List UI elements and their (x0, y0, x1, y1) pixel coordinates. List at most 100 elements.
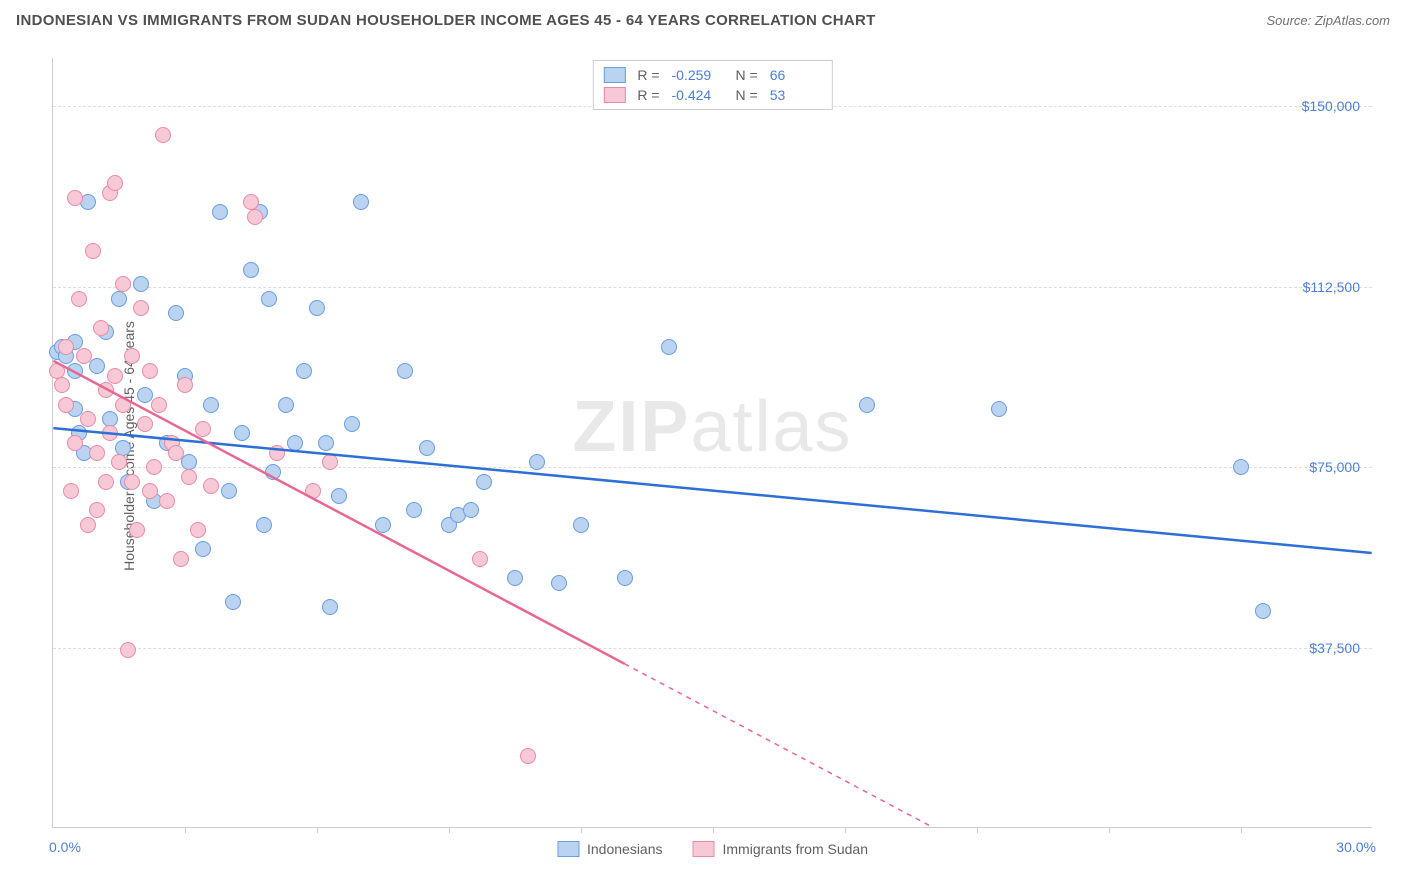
data-point (67, 190, 83, 206)
data-point (331, 488, 347, 504)
data-point (318, 435, 334, 451)
data-point (203, 478, 219, 494)
data-point (265, 464, 281, 480)
y-tick-label: $150,000 (1302, 98, 1360, 114)
data-point (1255, 603, 1271, 619)
regression-lines (53, 58, 1372, 827)
data-point (98, 382, 114, 398)
data-point (155, 127, 171, 143)
data-point (173, 551, 189, 567)
x-tick (977, 827, 978, 833)
data-point (573, 517, 589, 533)
data-point (529, 454, 545, 470)
data-point (111, 454, 127, 470)
watermark: ZIPatlas (572, 386, 852, 468)
y-tick-label: $75,000 (1309, 459, 1360, 475)
x-tick (185, 827, 186, 833)
data-point (58, 397, 74, 413)
regression-line (53, 361, 624, 664)
data-point (195, 421, 211, 437)
data-point (142, 363, 158, 379)
legend-stats: R = -0.259 N = 66 R = -0.424 N = 53 (592, 60, 832, 110)
data-point (67, 363, 83, 379)
data-point (142, 483, 158, 499)
data-point (551, 575, 567, 591)
data-point (243, 262, 259, 278)
data-point (1233, 459, 1249, 475)
x-tick (713, 827, 714, 833)
source-label: Source: ZipAtlas.com (1266, 13, 1390, 28)
y-tick-label: $37,500 (1309, 640, 1360, 656)
data-point (269, 445, 285, 461)
data-point (212, 204, 228, 220)
x-tick (581, 827, 582, 833)
data-point (661, 339, 677, 355)
data-point (419, 440, 435, 456)
data-point (124, 348, 140, 364)
gridline (53, 287, 1372, 288)
data-point (124, 474, 140, 490)
legend-stats-row-1: R = -0.424 N = 53 (603, 85, 821, 105)
data-point (190, 522, 206, 538)
data-point (151, 397, 167, 413)
data-point (98, 474, 114, 490)
data-point (617, 570, 633, 586)
swatch-series-1 (603, 87, 625, 103)
data-point (397, 363, 413, 379)
x-tick (317, 827, 318, 833)
gridline (53, 648, 1372, 649)
data-point (76, 348, 92, 364)
data-point (256, 517, 272, 533)
data-point (89, 445, 105, 461)
n-value-1: 53 (770, 87, 822, 103)
data-point (476, 474, 492, 490)
data-point (115, 397, 131, 413)
legend-stats-row-0: R = -0.259 N = 66 (603, 65, 821, 85)
data-point (375, 517, 391, 533)
data-point (120, 642, 136, 658)
y-tick-label: $112,500 (1303, 279, 1360, 295)
data-point (472, 551, 488, 567)
gridline (53, 467, 1372, 468)
data-point (991, 401, 1007, 417)
swatch-bottom-0 (557, 841, 579, 857)
data-point (80, 517, 96, 533)
data-point (305, 483, 321, 499)
data-point (309, 300, 325, 316)
data-point (137, 416, 153, 432)
chart-plot-area: ZIPatlas R = -0.259 N = 66 R = -0.424 N … (52, 58, 1372, 828)
data-point (287, 435, 303, 451)
data-point (168, 305, 184, 321)
data-point (67, 435, 83, 451)
data-point (322, 599, 338, 615)
x-min-label: 0.0% (49, 839, 81, 855)
data-point (234, 425, 250, 441)
data-point (344, 416, 360, 432)
swatch-series-0 (603, 67, 625, 83)
data-point (195, 541, 211, 557)
data-point (463, 502, 479, 518)
data-point (159, 493, 175, 509)
data-point (129, 522, 145, 538)
legend-series: Indonesians Immigrants from Sudan (557, 841, 868, 857)
chart-title: INDONESIAN VS IMMIGRANTS FROM SUDAN HOUS… (16, 12, 876, 29)
data-point (111, 291, 127, 307)
data-point (181, 469, 197, 485)
x-tick (1241, 827, 1242, 833)
legend-item-1: Immigrants from Sudan (693, 841, 869, 857)
data-point (107, 368, 123, 384)
data-point (296, 363, 312, 379)
data-point (261, 291, 277, 307)
data-point (85, 243, 101, 259)
r-value-0: -0.259 (672, 67, 724, 83)
regression-line (53, 428, 1371, 553)
swatch-bottom-1 (693, 841, 715, 857)
data-point (107, 175, 123, 191)
data-point (115, 276, 131, 292)
data-point (71, 291, 87, 307)
data-point (133, 300, 149, 316)
data-point (247, 209, 263, 225)
data-point (58, 339, 74, 355)
regression-line-dashed (625, 664, 933, 827)
data-point (168, 445, 184, 461)
